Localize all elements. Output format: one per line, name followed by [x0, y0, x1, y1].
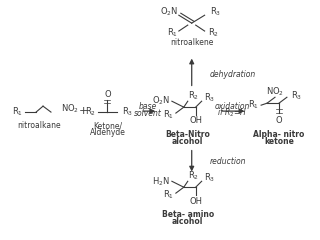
Text: Ketone/: Ketone/: [93, 121, 122, 130]
Text: R$_1$: R$_1$: [248, 99, 259, 111]
Text: R$_3$: R$_3$: [291, 89, 302, 102]
Text: +: +: [79, 106, 88, 116]
Text: if R$_2$=H: if R$_2$=H: [217, 107, 247, 119]
Text: O: O: [104, 90, 111, 99]
Text: nitroalkene: nitroalkene: [170, 38, 213, 48]
Text: R$_1$: R$_1$: [163, 189, 174, 201]
Text: Aldehyde: Aldehyde: [90, 128, 125, 137]
Text: ketone: ketone: [264, 137, 294, 146]
Text: Beta-Nitro: Beta-Nitro: [165, 130, 210, 139]
Text: R$_3$: R$_3$: [204, 171, 215, 184]
Text: R$_2$: R$_2$: [85, 106, 97, 118]
Text: base: base: [139, 102, 157, 111]
Text: oxidation: oxidation: [215, 102, 250, 111]
Text: nitroalkane: nitroalkane: [17, 121, 61, 130]
Text: H$_2$N: H$_2$N: [152, 175, 170, 187]
Text: R$_2$: R$_2$: [188, 169, 199, 182]
Text: R$_2$: R$_2$: [188, 89, 199, 102]
Text: R$_2$: R$_2$: [208, 27, 219, 39]
Text: Beta- amino: Beta- amino: [162, 210, 214, 219]
Text: alcohol: alcohol: [172, 217, 204, 226]
Text: O$_2$N: O$_2$N: [152, 95, 170, 108]
Text: NO$_2$: NO$_2$: [61, 103, 79, 115]
Text: R$_1$: R$_1$: [12, 106, 23, 118]
Text: solvent: solvent: [134, 108, 162, 118]
Text: Alpha- nitro: Alpha- nitro: [253, 130, 305, 139]
Text: alcohol: alcohol: [172, 137, 204, 146]
Text: OH: OH: [189, 197, 202, 205]
Text: OH: OH: [189, 116, 202, 126]
Text: O: O: [276, 116, 282, 126]
Text: R$_3$: R$_3$: [210, 5, 221, 18]
Text: R$_3$: R$_3$: [122, 106, 133, 118]
Text: O$_2$N: O$_2$N: [160, 5, 178, 18]
Text: dehydration: dehydration: [210, 70, 256, 79]
Text: reduction: reduction: [210, 157, 246, 166]
Text: NO$_2$: NO$_2$: [266, 85, 284, 98]
Text: R$_1$: R$_1$: [163, 109, 174, 121]
Text: R$_1$: R$_1$: [167, 27, 178, 39]
Text: R$_3$: R$_3$: [204, 91, 215, 103]
